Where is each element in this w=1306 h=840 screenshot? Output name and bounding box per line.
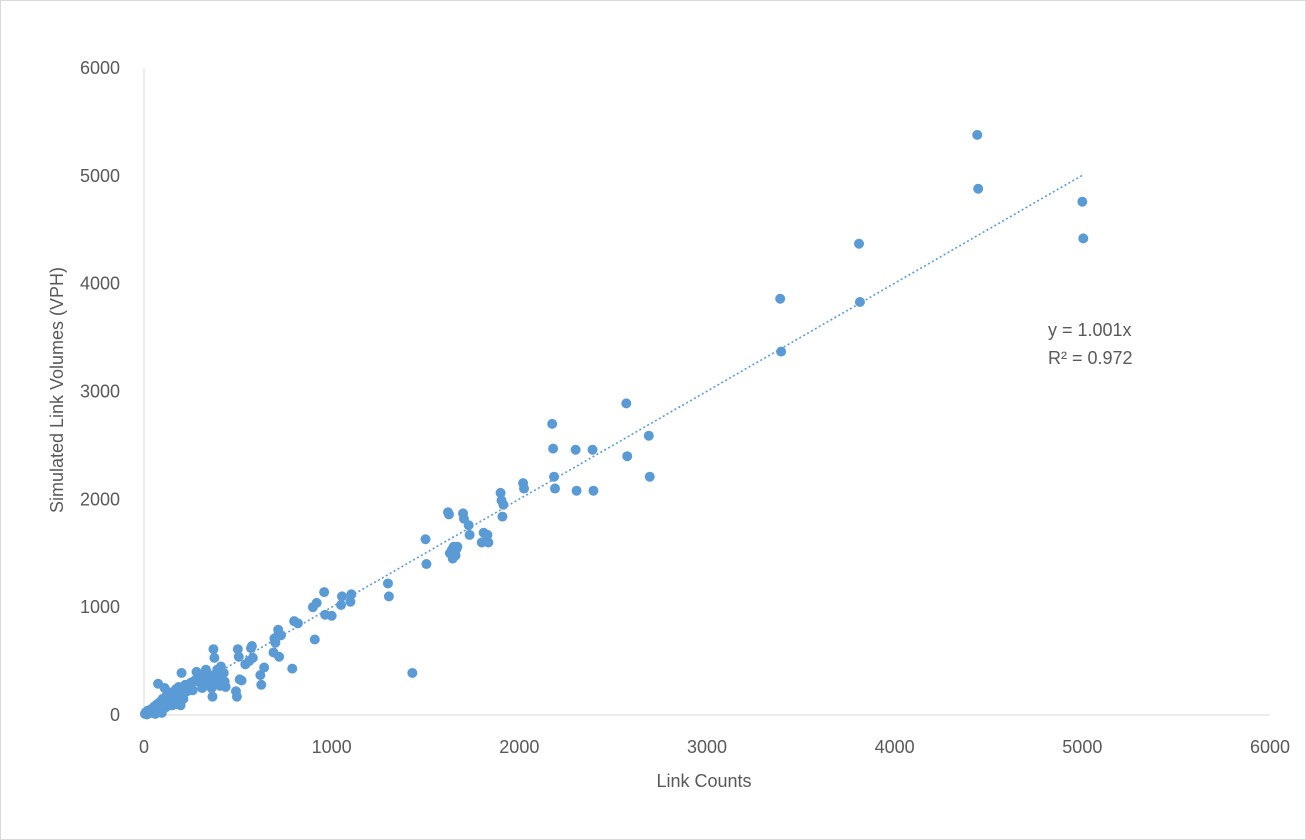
data-point (463, 520, 474, 531)
data-point (209, 652, 220, 663)
y-axis-tick-labels: 0 1000 2000 3000 4000 5000 6000 (80, 58, 120, 725)
trendline (143, 174, 1083, 716)
y-tick-label: 2000 (80, 489, 120, 509)
data-point (497, 511, 508, 522)
data-point (336, 600, 347, 611)
data-point (854, 296, 865, 307)
x-axis-tick-labels: 0 1000 2000 3000 4000 5000 6000 (139, 737, 1290, 757)
x-tick-label: 0 (139, 737, 149, 757)
data-point (255, 670, 266, 681)
data-point (178, 693, 189, 704)
data-point (236, 675, 247, 686)
data-point (207, 691, 218, 702)
x-tick-label: 1000 (312, 737, 352, 757)
data-point (571, 485, 582, 496)
data-point (587, 444, 598, 455)
data-point (452, 541, 463, 552)
data-point (622, 451, 633, 462)
data-point (382, 578, 393, 589)
data-point (643, 430, 654, 441)
data-point (231, 691, 242, 702)
data-point (621, 398, 632, 409)
data-point (287, 663, 298, 674)
y-axis-title: Simulated Link Volumes (VPH) (47, 267, 67, 513)
data-point (326, 610, 337, 621)
data-point (973, 183, 984, 194)
data-point (775, 293, 786, 304)
data-point (464, 529, 475, 540)
x-tick-label: 6000 (1250, 737, 1290, 757)
data-point (495, 487, 506, 498)
data-point (549, 483, 560, 494)
y-tick-label: 6000 (80, 58, 120, 78)
data-point (309, 634, 320, 645)
data-point (407, 667, 418, 678)
data-point (218, 667, 229, 678)
data-point (311, 597, 322, 608)
x-tick-label: 4000 (875, 737, 915, 757)
data-point (498, 499, 509, 510)
data-point (588, 485, 599, 496)
data-point (259, 662, 270, 673)
x-tick-label: 5000 (1062, 737, 1102, 757)
x-axis-title: Link Counts (656, 771, 751, 791)
data-point (233, 651, 244, 662)
data-point (246, 640, 257, 651)
data-point (220, 681, 231, 692)
x-tick-label: 2000 (499, 737, 539, 757)
data-point (519, 483, 530, 494)
data-point (208, 644, 219, 655)
data-point (482, 529, 493, 540)
data-point (570, 444, 581, 455)
data-point (421, 559, 432, 570)
x-tick-label: 3000 (687, 737, 727, 757)
data-point (319, 587, 330, 598)
data-point (187, 685, 198, 696)
data-point (232, 644, 243, 655)
data-point (972, 129, 983, 140)
data-point (275, 630, 286, 641)
trendline-equation: y = 1.001x (1048, 320, 1132, 340)
y-tick-label: 5000 (80, 166, 120, 186)
trendline-r-squared: R² = 0.972 (1048, 348, 1133, 368)
data-point (345, 596, 356, 607)
data-point (548, 443, 559, 454)
data-point (346, 589, 357, 600)
data-point (383, 591, 394, 602)
data-point (1078, 233, 1089, 244)
y-tick-label: 1000 (80, 597, 120, 617)
data-point (854, 238, 865, 249)
data-point (256, 679, 267, 690)
y-tick-label: 4000 (80, 274, 120, 294)
data-point (176, 667, 187, 678)
data-point (274, 651, 285, 662)
y-tick-label: 0 (110, 705, 120, 725)
data-point (1077, 196, 1088, 207)
data-point (483, 537, 494, 548)
data-point (247, 652, 258, 663)
data-point (644, 471, 655, 482)
data-point (336, 591, 347, 602)
data-point (547, 418, 558, 429)
data-points (139, 129, 1089, 720)
y-tick-label: 3000 (80, 382, 120, 402)
data-point (776, 346, 787, 357)
data-point (443, 509, 454, 520)
data-point (549, 471, 560, 482)
data-point (420, 534, 431, 545)
